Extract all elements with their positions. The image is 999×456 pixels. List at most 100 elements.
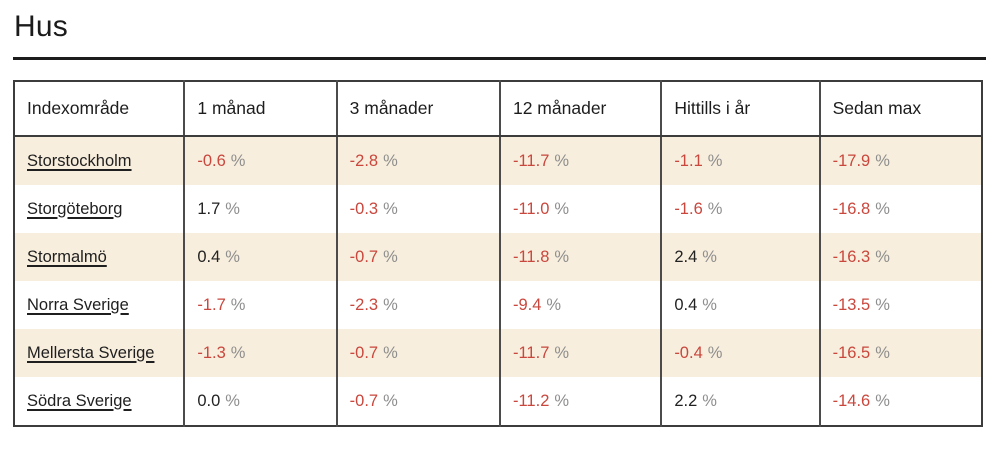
value-cell: -0.3% xyxy=(335,185,500,233)
value-cell: -11.7% xyxy=(498,329,662,377)
percent-sign: % xyxy=(383,343,398,362)
value-cell: -16.8% xyxy=(818,185,982,233)
value-number: -0.4 xyxy=(674,343,703,362)
value-number: -16.8 xyxy=(832,199,871,218)
value-cell: -16.3% xyxy=(818,233,982,281)
percent-sign: % xyxy=(383,247,398,266)
percent-sign: % xyxy=(875,343,890,362)
value-number: -13.5 xyxy=(832,295,871,314)
area-link[interactable]: Södra Sverige xyxy=(27,391,132,410)
value-number: -11.8 xyxy=(512,247,550,266)
percent-sign: % xyxy=(702,247,717,266)
value-number: 1.7 xyxy=(197,199,221,218)
value-cell: -1.6% xyxy=(660,185,820,233)
percent-sign: % xyxy=(383,391,398,410)
column-header: Hittills i år xyxy=(660,81,820,137)
area-link[interactable]: Norra Sverige xyxy=(27,295,129,314)
percent-sign: % xyxy=(875,391,890,410)
value-cell: -17.9% xyxy=(818,136,982,185)
value-cell: -11.8% xyxy=(498,233,662,281)
area-cell: Mellersta Sverige xyxy=(14,329,184,377)
value-cell: 0.4% xyxy=(183,233,337,281)
value-number: -0.3 xyxy=(349,199,379,218)
value-cell: -2.8% xyxy=(335,136,500,185)
value-number: 0.4 xyxy=(674,295,698,314)
percent-sign: % xyxy=(702,391,717,410)
area-link[interactable]: Storstockholm xyxy=(27,151,132,170)
value-number: -0.7 xyxy=(349,343,379,362)
value-cell: -16.5% xyxy=(818,329,982,377)
value-number: -16.3 xyxy=(832,247,871,266)
value-number: 0.4 xyxy=(197,247,221,266)
value-cell: -0.7% xyxy=(335,233,500,281)
header-row: Indexområde 1 månad 3 månader 12 månader Hit… xyxy=(14,81,982,137)
value-number: -16.5 xyxy=(832,343,871,362)
table-row: Södra Sverige 0.0% -0.7% -11.2% 2.2% -14.6% xyxy=(14,377,982,426)
area-link[interactable]: Storgöteborg xyxy=(27,199,123,218)
value-cell: -11.7% xyxy=(498,136,662,185)
value-number: -2.3 xyxy=(349,295,379,314)
value-number: -11.7 xyxy=(512,151,550,170)
value-cell: 1.7% xyxy=(183,185,337,233)
percent-sign: % xyxy=(554,247,570,266)
table-body: Storstockholm -0.6% -2.8% -11.7% -1.1% -17.9%… xyxy=(14,136,982,426)
value-cell: 2.2% xyxy=(660,377,820,426)
value-number: -0.7 xyxy=(349,247,379,266)
percent-sign: % xyxy=(702,295,717,314)
value-number: -0.6 xyxy=(197,151,226,170)
column-header: Sedan max xyxy=(818,81,982,137)
percent-sign: % xyxy=(383,199,398,218)
page: Hus Indexområde 1 månad 3 månader 12 månade… xyxy=(13,10,986,427)
index-table: Indexområde 1 månad 3 månader 12 månader Hit… xyxy=(13,80,983,427)
column-header: 3 månader xyxy=(335,81,500,137)
value-number: -1.7 xyxy=(197,295,226,314)
page-title: Hus xyxy=(14,10,68,43)
value-number: -1.1 xyxy=(674,151,703,170)
value-cell: -1.3% xyxy=(183,329,337,377)
value-number: -1.3 xyxy=(197,343,226,362)
table-row: Storstockholm -0.6% -2.8% -11.7% -1.1% -17.9% xyxy=(14,136,982,185)
value-number: -9.4 xyxy=(512,295,542,314)
percent-sign: % xyxy=(554,343,570,362)
value-cell: -0.6% xyxy=(183,136,337,185)
percent-sign: % xyxy=(230,151,246,170)
percent-sign: % xyxy=(707,151,723,170)
value-cell: -11.0% xyxy=(498,185,662,233)
percent-sign: % xyxy=(875,199,890,218)
percent-sign: % xyxy=(875,295,890,314)
value-number: 2.2 xyxy=(674,391,698,410)
percent-sign: % xyxy=(225,199,240,218)
value-cell: -1.1% xyxy=(660,136,820,185)
area-link[interactable]: Stormalmö xyxy=(27,247,107,266)
area-cell: Storgöteborg xyxy=(14,185,184,233)
percent-sign: % xyxy=(225,391,240,410)
column-header: 1 månad xyxy=(183,81,337,137)
value-number: -11.0 xyxy=(512,199,550,218)
percent-sign: % xyxy=(707,343,723,362)
percent-sign: % xyxy=(875,247,890,266)
value-cell: -1.7% xyxy=(183,281,337,329)
column-header: 12 månader xyxy=(498,81,662,137)
percent-sign: % xyxy=(225,247,240,266)
percent-sign: % xyxy=(554,199,570,218)
value-cell: -14.6% xyxy=(818,377,982,426)
value-number: -0.7 xyxy=(349,391,379,410)
area-cell: Stormalmö xyxy=(14,233,184,281)
value-number: -11.2 xyxy=(512,391,550,410)
table-header: Indexområde 1 månad 3 månader 12 månader Hit… xyxy=(14,81,982,137)
area-link[interactable]: Mellersta Sverige xyxy=(27,343,155,362)
percent-sign: % xyxy=(230,295,246,314)
table-row: Norra Sverige -1.7% -2.3% -9.4% 0.4% -13.5% xyxy=(14,281,982,329)
percent-sign: % xyxy=(554,151,570,170)
value-number: -11.7 xyxy=(512,343,550,362)
value-cell: 0.0% xyxy=(183,377,337,426)
percent-sign: % xyxy=(230,343,246,362)
value-number: -1.6 xyxy=(674,199,703,218)
percent-sign: % xyxy=(383,151,398,170)
percent-sign: % xyxy=(383,295,398,314)
value-cell: -0.7% xyxy=(335,377,500,426)
table-row: Mellersta Sverige -1.3% -0.7% -11.7% -0.4% -1… xyxy=(14,329,982,377)
value-cell: -2.3% xyxy=(335,281,500,329)
value-number: -17.9 xyxy=(832,151,871,170)
table-row: Storgöteborg 1.7% -0.3% -11.0% -1.6% -16.8% xyxy=(14,185,982,233)
